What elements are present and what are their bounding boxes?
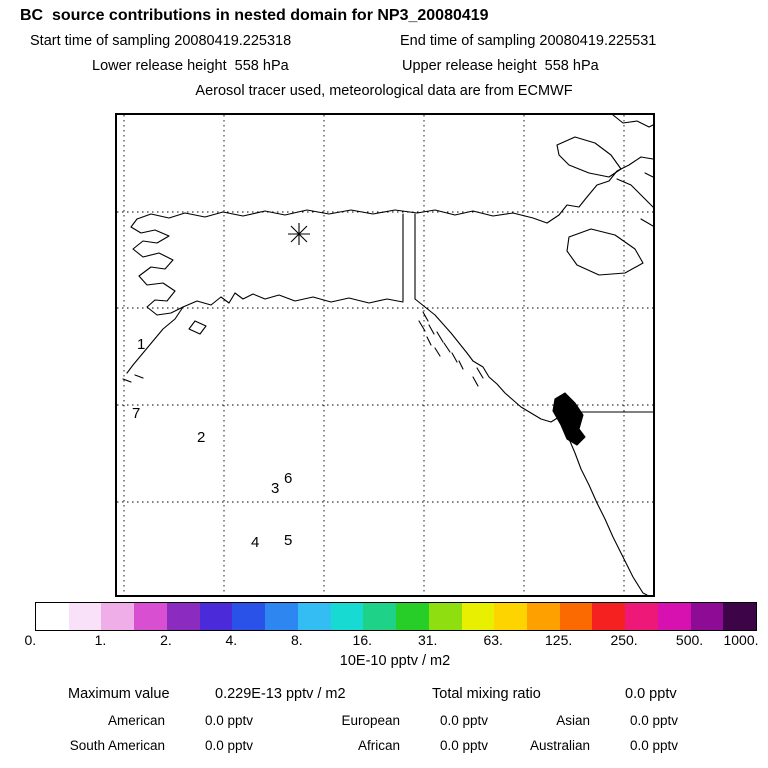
region-value: 0.0 pptv [440,738,489,753]
region-value: 0.0 pptv [630,738,679,753]
colorbar-segment [559,603,593,630]
alaska-peninsula [122,306,184,383]
colorbar-segment [134,603,167,630]
region-number: 1 [137,336,145,353]
colorbar-segment [428,603,462,630]
region-value: 0.0 pptv [440,713,489,728]
colorbar-segment [330,603,364,630]
colorbar-tick-label: 125. [545,632,573,648]
colorbar-segment [527,603,560,630]
colorbar-tick-label: 8. [290,632,303,648]
colorbar [35,602,757,631]
end-time-label: End time of sampling 20080419.225531 [400,33,657,49]
colorbar-segment [232,603,266,630]
colorbar-tick-label: 2. [160,632,172,648]
colorbar-tick-label: 250. [610,632,638,648]
coastline-northeast [546,156,653,224]
colorbar-tick-label: 0. [24,632,37,648]
colorbar-segment [363,603,397,630]
plot-title: BC source contributions in nested domain… [20,7,489,24]
panhandle-islands [418,311,464,370]
region-number: 3 [271,480,279,497]
region-number: 5 [284,532,292,549]
colorbar-segment [199,603,233,630]
coastlines [122,115,653,595]
colorbar-segment [68,603,102,630]
colorbar-segment [265,603,298,630]
colorbar-segment [657,603,691,630]
start-time-label: Start time of sampling 20080419.225318 [30,33,292,49]
colorbar-segment [297,603,331,630]
total-mixing-ratio-label: Total mixing ratio [432,686,541,702]
region-number: 7 [132,405,140,422]
region-name: South American [69,738,165,753]
colorbar-segment [461,603,495,630]
release-point-marker [288,223,310,245]
lower-release-label: Lower release height 558 hPa [92,58,289,74]
coastline-north [136,209,548,224]
haida-gwaii [472,367,484,387]
region-value: 0.0 pptv [205,713,254,728]
region-number: 4 [251,534,259,551]
region-name: American [107,713,165,728]
region-name: European [341,713,400,728]
colorbar-segment [723,603,757,630]
colorbar-segment [166,603,200,630]
colorbar-ticks: 0. 1. 2. 4. 8. 16. 31. 63. 125. 250. 500. 1000. [24,632,759,649]
region-name: African [357,738,400,753]
colorbar-segment [396,603,429,630]
vancouver-island [552,392,586,446]
colorbar-segment [494,603,528,630]
colorbar-segment [625,603,658,630]
region-number-labels: 1 7 2 36 4 5 [132,336,292,551]
colorbar-tick-label: 500. [675,632,704,648]
map-gridlines [117,115,653,595]
arctic-island-2 [616,172,653,208]
kodiak-island [188,320,207,335]
region-value: 0.0 pptv [205,738,254,753]
total-mixing-ratio-value: 0.0 pptv [625,686,677,702]
region-name: Australian [529,738,590,753]
arctic-island-4 [612,115,653,227]
arctic-island-1 [556,136,622,178]
colorbar-segment [36,603,69,630]
region-value: 0.0 pptv [630,713,679,728]
colorbar-tick-label: 31. [417,632,438,648]
colorbar-tick-label: 1000. [723,632,759,648]
border-141w [402,213,416,302]
coastline-south-alaska [182,292,404,308]
map-svg: 1 7 2 36 4 5 [117,115,653,595]
maximum-value-label: Maximum value [68,686,170,702]
tracer-info-label: Aerosol tracer used, meteorological data… [195,83,573,99]
colorbar-tick-label: 16. [352,632,372,648]
colorbar-unit-label: 10E-10 pptv / m2 [339,653,451,669]
panhandle-coast [414,298,474,362]
arctic-island-3 [566,228,644,276]
colorbar-segment [101,603,135,630]
colorbar-segment [592,603,626,630]
coastline-west-alaska [130,218,184,316]
colorbar-tick-label: 1. [94,632,107,648]
upper-release-label: Upper release height 558 hPa [402,58,599,74]
region-number: 6 [284,470,292,487]
region-name: Asian [556,713,590,728]
maximum-value: 0.229E-13 pptv / m2 [215,686,346,702]
colorbar-segment [690,603,724,630]
colorbar-tick-label: 63. [483,632,503,648]
region-number: 2 [197,429,205,446]
colorbar-tick-label: 4. [225,632,238,648]
region-table: American 0.0 pptv European 0.0 pptv Asian 0.0… [20,708,750,758]
